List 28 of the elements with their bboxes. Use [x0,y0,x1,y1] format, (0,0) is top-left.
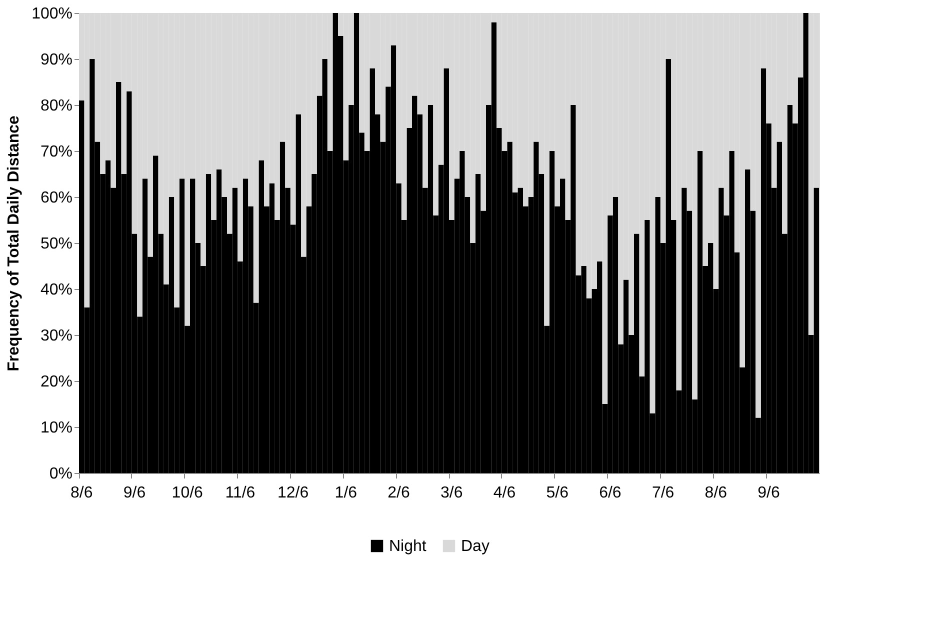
x-tick-label: 7/6 [652,484,674,502]
x-tick-label: 9/6 [123,484,146,502]
x-tick-label: 5/6 [546,484,569,502]
y-tick-label: 60% [40,190,72,206]
x-tick-label: 11/6 [225,484,256,502]
y-tick-label: 40% [40,282,72,298]
x-tick-label: 6/6 [599,484,622,502]
x-tick-label: 12/6 [278,484,309,502]
y-axis-title: Frequency of Total Daily Distance [6,116,23,372]
x-tick-label: 2/6 [388,484,410,502]
x-tick-label: 4/6 [493,484,516,502]
x-tick-label: 1/6 [334,484,358,502]
legend-label: Night [389,538,427,555]
y-tick-label: 90% [40,52,72,68]
x-tick-label: 10/6 [172,484,204,502]
legend-label: Day [461,538,490,555]
x-tick-label: 3/6 [440,484,463,502]
y-tick-label: 20% [40,374,72,390]
y-tick-label: 80% [40,98,72,114]
y-tick-label: 100% [32,6,72,22]
y-tick-label: 30% [40,328,72,344]
x-tick-label: 8/6 [70,484,93,502]
y-tick-label: 50% [40,236,72,252]
x-tick-label: 8/6 [704,484,728,502]
x-tick-label: 9/6 [758,484,780,502]
y-tick-label: 10% [40,420,72,436]
y-tick-label: 0% [49,466,72,482]
y-tick-label: 70% [40,144,72,160]
